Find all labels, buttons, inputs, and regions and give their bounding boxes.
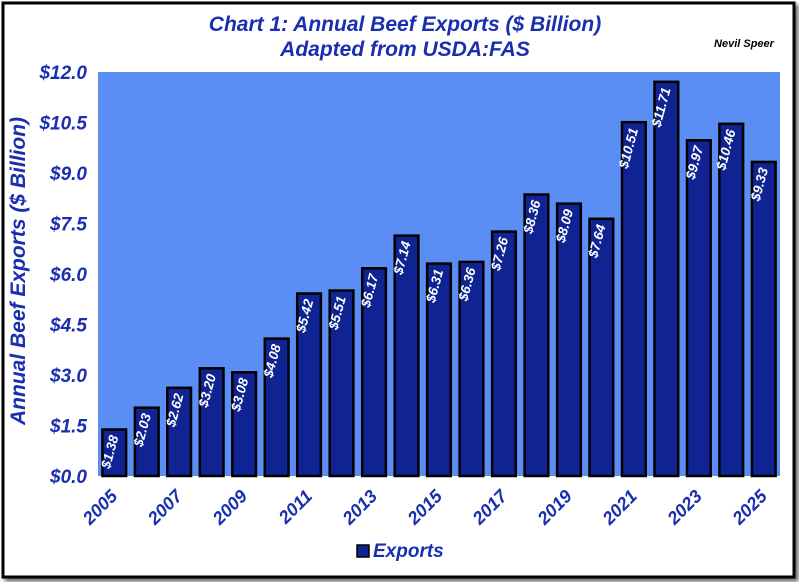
y-axis-label: Annual Beef Exports ($ Billion)	[7, 117, 30, 426]
chart-title: Chart 1: Annual Beef Exports ($ Billion)	[209, 13, 601, 36]
bar-2005	[101, 428, 128, 478]
bar-2021	[620, 120, 647, 478]
y-tick-label: $1.5	[49, 417, 87, 438]
bar-2015	[425, 262, 453, 478]
bar-2012	[328, 289, 355, 478]
legend-swatch	[356, 544, 370, 558]
bar-2024	[718, 122, 745, 478]
y-axis-ticks: $0.0 $1.5 $3.0 $4.5 $6.0 $7.5 $9.0 $10.5 $12.0	[38, 63, 87, 488]
y-tick-label: $12.0	[38, 63, 87, 84]
bar-2023	[685, 139, 712, 478]
chart-subtitle: Adapted from USDA:FAS	[279, 38, 530, 61]
bar-2020	[588, 217, 615, 478]
y-tick-label: $7.5	[49, 215, 87, 236]
bar-2014	[393, 234, 420, 478]
bar-series	[101, 80, 777, 478]
legend: Exports	[356, 541, 444, 562]
bar-2011	[295, 292, 323, 478]
bar-2022	[653, 80, 680, 478]
author-credit: Nevil Speer	[714, 38, 775, 50]
legend-label: Exports	[373, 541, 444, 562]
y-tick-label: $9.0	[49, 164, 87, 185]
bar-2007	[166, 386, 193, 478]
bar-2019	[555, 202, 583, 478]
y-tick-label: $10.5	[38, 114, 87, 135]
bar-2025	[750, 160, 777, 478]
bar-2013	[360, 267, 388, 478]
bar-2008	[198, 367, 225, 478]
bar-2009	[231, 371, 258, 478]
y-tick-label: $3.0	[49, 366, 87, 387]
bar-2018	[523, 193, 550, 478]
y-tick-label: $4.5	[49, 316, 87, 337]
y-tick-label: $6.0	[49, 265, 87, 286]
bar-2010	[263, 337, 290, 478]
bar-2016	[458, 260, 485, 478]
y-tick-label: $0.0	[49, 467, 87, 488]
bar-2017	[490, 230, 518, 478]
bar-2006	[133, 406, 160, 478]
